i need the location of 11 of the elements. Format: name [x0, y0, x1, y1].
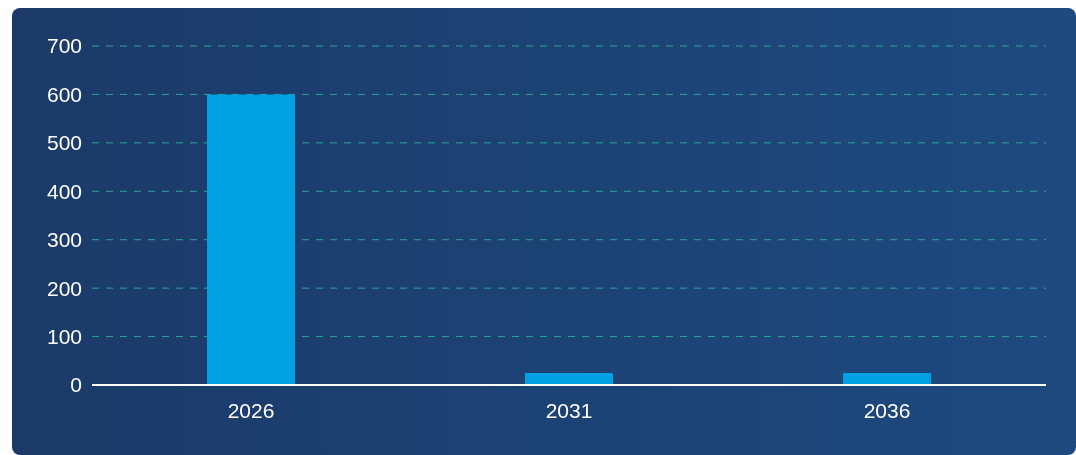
x-tick-label: 2036	[863, 398, 911, 422]
y-tick-label: 700	[46, 34, 82, 58]
y-tick-label: 300	[46, 228, 82, 252]
y-tick-label: 400	[46, 179, 82, 203]
x-tick-label: 2031	[545, 398, 593, 422]
x-tick-label: 2026	[227, 398, 275, 422]
y-tick-label: 100	[46, 325, 82, 349]
y-tick-label: 200	[46, 276, 82, 300]
y-tick-label: 600	[46, 82, 82, 106]
y-tick-label: 500	[46, 131, 82, 155]
y-tick-label: 0	[70, 373, 82, 397]
